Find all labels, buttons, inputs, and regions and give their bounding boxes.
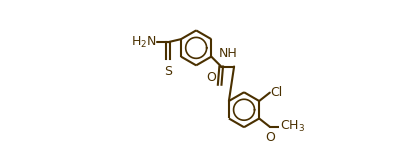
Text: Cl: Cl (270, 86, 282, 99)
Text: O: O (206, 71, 216, 84)
Text: S: S (164, 65, 172, 78)
Text: NH: NH (218, 47, 237, 60)
Text: CH$_3$: CH$_3$ (280, 119, 305, 134)
Text: H$_2$N: H$_2$N (131, 35, 156, 50)
Text: O: O (264, 131, 274, 144)
